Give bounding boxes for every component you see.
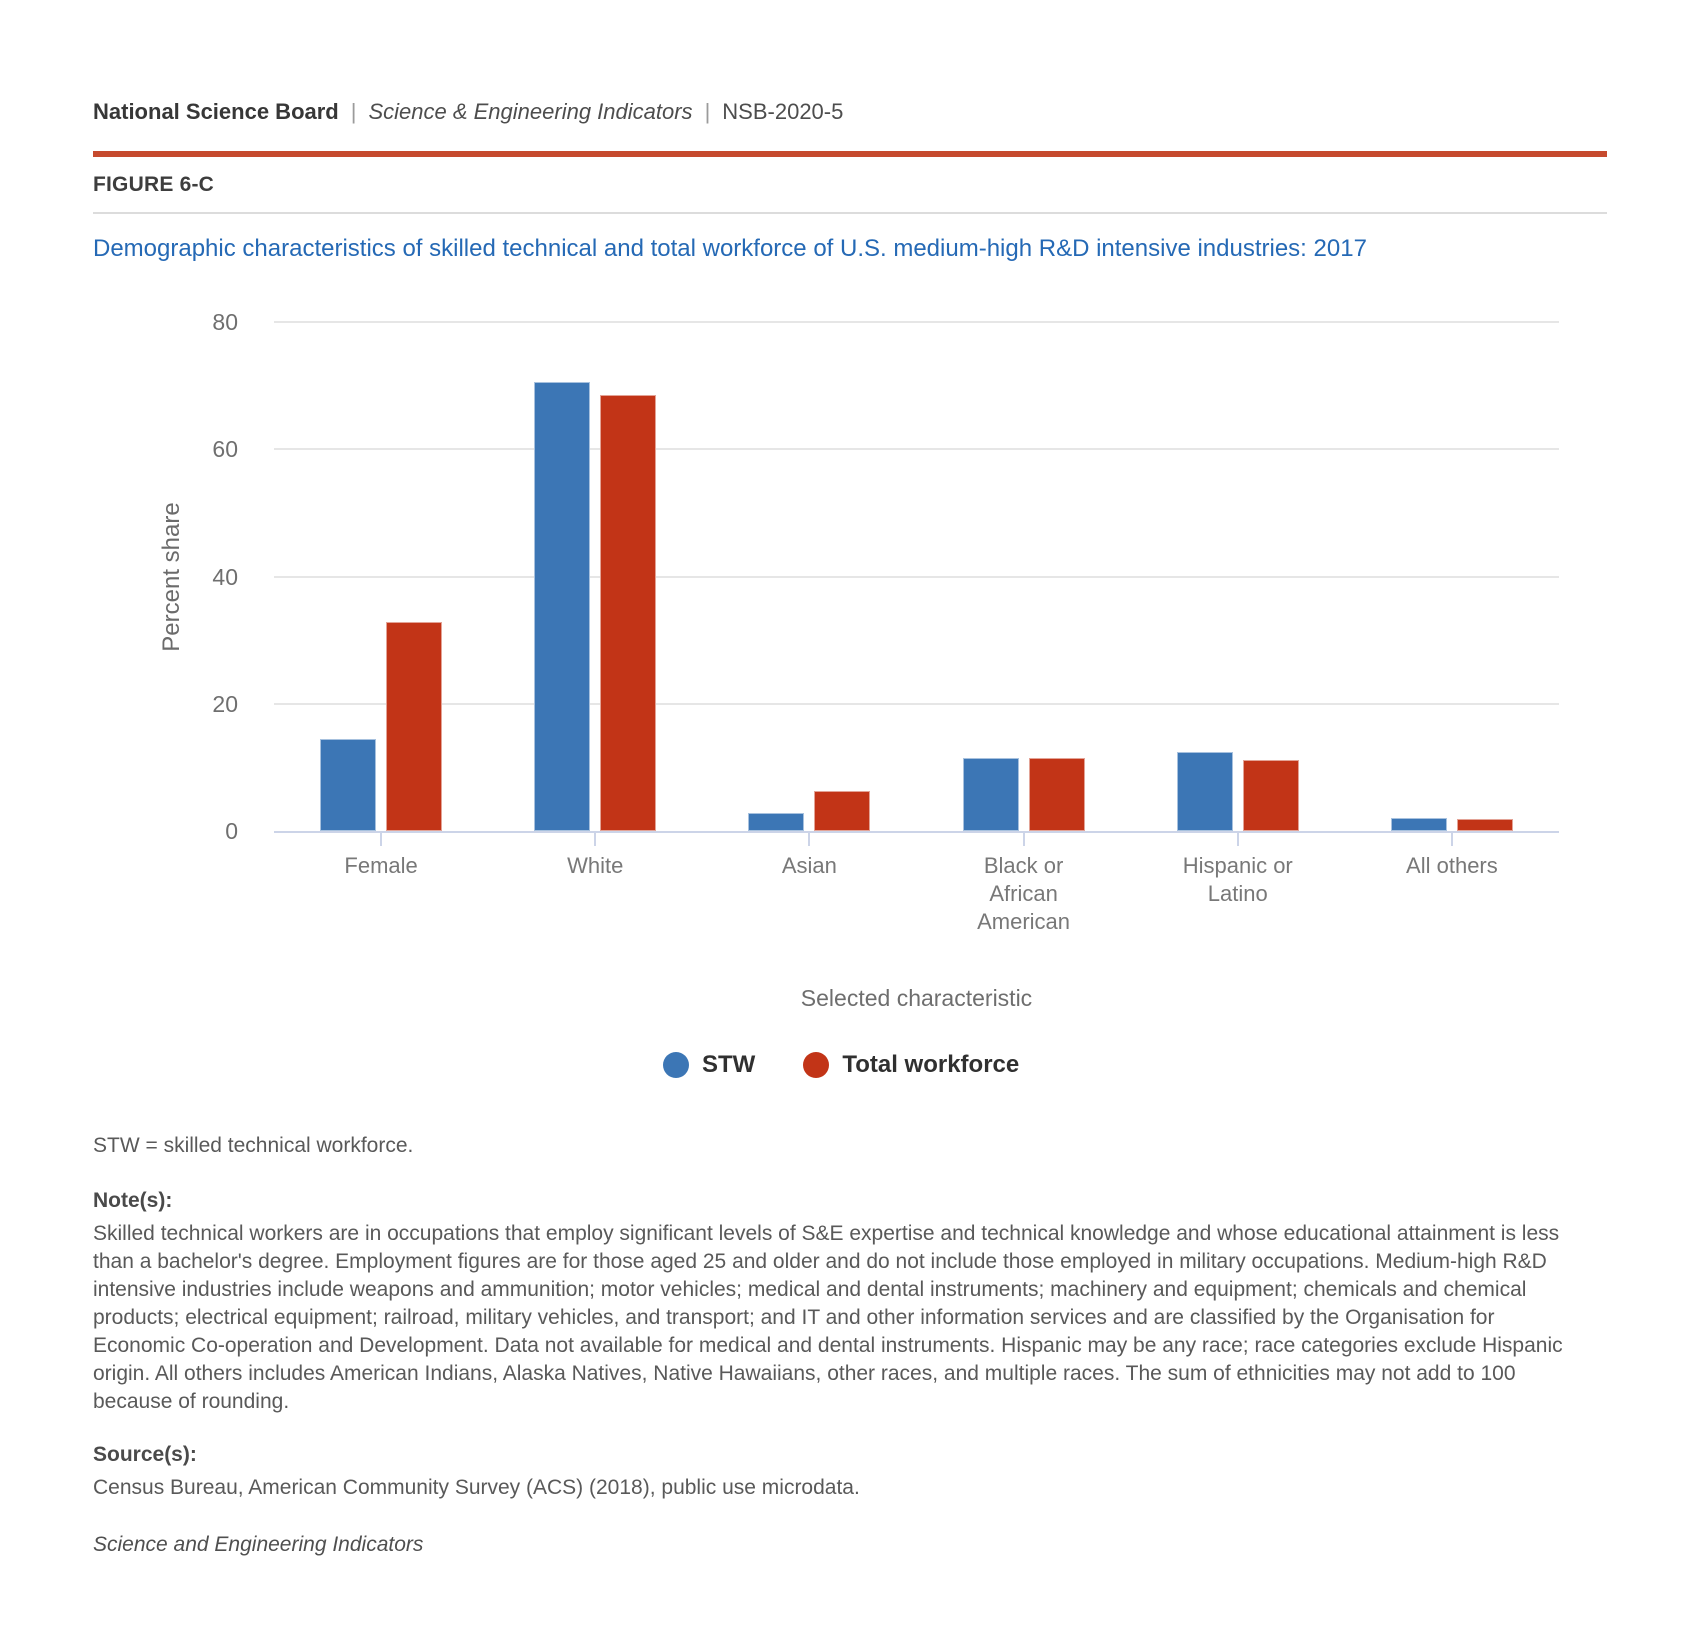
bar-female-total-workforce xyxy=(386,622,443,831)
x-tick-label-line: Black or xyxy=(983,853,1064,878)
x-tick-label-white: White xyxy=(510,852,680,880)
legend-item-total-workforce[interactable]: Total workforce xyxy=(803,1051,1019,1079)
x-tick-all-others xyxy=(1450,833,1453,846)
org-name: National Science Board xyxy=(93,99,339,124)
bar-all-others-stw xyxy=(1390,818,1447,831)
x-tick-label-all-others: All others xyxy=(1367,852,1537,880)
gridline-y-80 xyxy=(274,321,1559,323)
notes-text: Skilled technical workers are in occupat… xyxy=(93,1222,1563,1413)
publication-footer: Science and Engineering Indicators xyxy=(93,1533,424,1556)
report-id: NSB-2020-5 xyxy=(722,99,844,124)
bar-white-stw xyxy=(534,382,591,831)
accent-rule xyxy=(93,151,1607,157)
sources-heading: Source(s): xyxy=(93,1443,197,1466)
x-axis-title: Selected characteristic xyxy=(800,985,1033,1011)
notes-heading: Note(s): xyxy=(93,1189,173,1212)
abbreviation-note: STW = skilled technical workforce. xyxy=(93,1134,414,1157)
bar-black-or-african-american-total-workforce xyxy=(1028,757,1085,831)
bar-asian-total-workforce xyxy=(814,790,871,831)
legend-label-stw: STW xyxy=(702,1051,756,1078)
header-separator: | xyxy=(350,99,357,124)
x-tick-label-line: Female xyxy=(344,853,418,878)
legend-dot-total-workforce xyxy=(803,1052,830,1078)
legend-label-total-workforce: Total workforce xyxy=(842,1051,1020,1078)
publication-name: Science & Engineering Indicators xyxy=(368,99,693,124)
x-tick-label-line: Asian xyxy=(781,853,837,878)
bar-white-total-workforce xyxy=(600,395,657,831)
legend: STW Total workforce xyxy=(663,1051,1019,1079)
x-tick-label-line: White xyxy=(567,853,624,878)
legend-dot-stw xyxy=(663,1052,689,1078)
y-tick-label-0: 0 xyxy=(225,818,238,844)
figure-title: Demographic characteristics of skilled t… xyxy=(93,235,1367,262)
gridline-y-40 xyxy=(274,575,1559,578)
x-tick-hispanic-or-latino xyxy=(1236,833,1239,846)
x-tick-label-line: Hispanic or xyxy=(1182,853,1293,878)
y-tick-label-60: 60 xyxy=(212,436,238,463)
bar-female-stw xyxy=(320,738,377,831)
gridline-y-20 xyxy=(274,702,1559,705)
x-tick-label-line: Latino xyxy=(1207,881,1268,906)
notes-block: STW = skilled technical workforce. Note(… xyxy=(93,1132,1585,1559)
report-header: National Science Board | Science & Enginee… xyxy=(93,99,843,125)
bar-hispanic-or-latino-stw xyxy=(1176,752,1233,831)
x-tick-label-asian: Asian xyxy=(724,852,894,880)
x-tick-white xyxy=(594,833,597,846)
divider-rule xyxy=(93,212,1607,214)
y-tick-label-20: 20 xyxy=(212,690,238,717)
gridline-y-60 xyxy=(274,448,1559,451)
bar-black-or-african-american-stw xyxy=(962,757,1019,831)
header-separator: | xyxy=(704,99,711,124)
y-tick-label-80: 80 xyxy=(212,309,238,335)
x-tick-black-or-african-american xyxy=(1022,833,1025,846)
chart-plot-area: Percent share Selected characteristic ST… xyxy=(158,309,1559,1078)
bar-asian-stw xyxy=(748,812,805,831)
x-tick-label-black-or-african-american: Black or African American xyxy=(939,852,1109,936)
figure-label: FIGURE 6-C xyxy=(93,173,215,196)
x-tick-label-female: Female xyxy=(296,852,466,880)
x-tick-female xyxy=(380,833,383,846)
x-tick-asian xyxy=(808,833,811,846)
legend-item-stw[interactable]: STW xyxy=(663,1051,755,1079)
bar-all-others-total-workforce xyxy=(1456,818,1513,831)
bar-hispanic-or-latino-total-workforce xyxy=(1242,759,1299,831)
y-tick-label-40: 40 xyxy=(212,563,238,590)
x-tick-label-line: African xyxy=(989,881,1058,906)
x-tick-label-hispanic-or-latino: Hispanic or Latino xyxy=(1153,852,1323,908)
x-tick-label-line: All others xyxy=(1406,853,1498,878)
x-tick-label-line: American xyxy=(977,909,1071,934)
sources-text: Census Bureau, American Community Survey… xyxy=(93,1476,860,1499)
